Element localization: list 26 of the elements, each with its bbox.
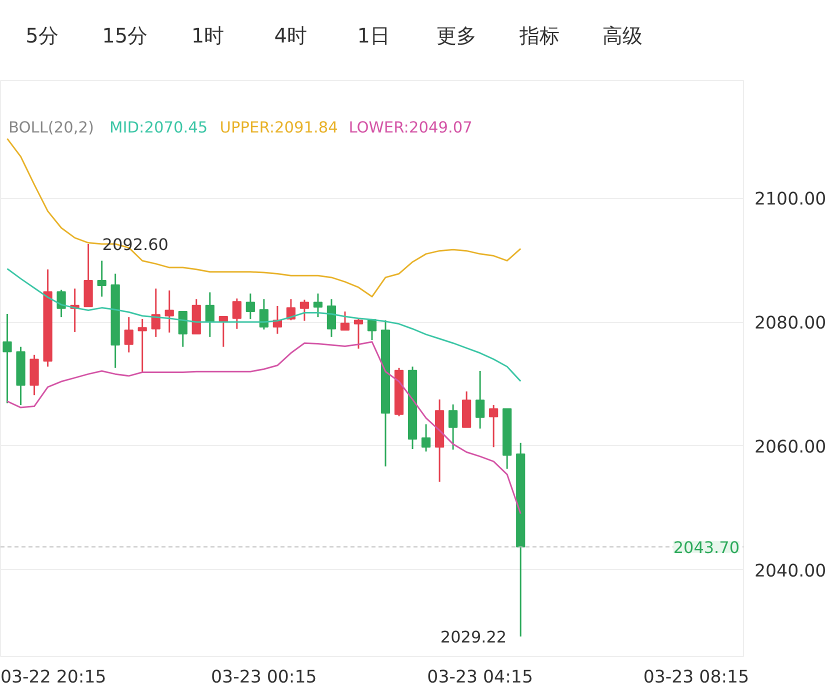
text: MID:2070.45 [110, 118, 208, 136]
text: 4时 [274, 24, 308, 48]
line-series [6, 341, 522, 514]
line-series [6, 268, 522, 382]
line-series [6, 138, 522, 298]
text: UPPER:2091.84 [220, 118, 338, 136]
text: 更多 [436, 24, 476, 48]
text: LOWER:2049.07 [348, 118, 472, 136]
text: 15分 [102, 24, 148, 48]
text: 指标 [518, 24, 560, 48]
x-tick-label: 03-22 20:15 [0, 668, 106, 688]
text: 5分 [26, 24, 58, 48]
text: 1日 [357, 24, 390, 48]
annotation: 2092.60 [102, 235, 168, 254]
y-tick-label: 2080.00 [754, 314, 826, 334]
x-tick-label: 03-23 00:15 [211, 668, 317, 688]
annotation: 2029.22 [440, 628, 507, 647]
legend-title: BOLL(20,2) [8, 118, 94, 136]
ref-line-label: 2043.70 [673, 538, 740, 557]
x-tick-label: 03-23 08:15 [643, 668, 750, 688]
y-tick-label: 2040.00 [754, 561, 826, 582]
y-tick-label: 2060.00 [754, 437, 826, 458]
x-tick-label: 03-23 04:15 [427, 668, 533, 688]
y-tick-label: 2100.00 [754, 190, 826, 210]
text: 1时 [191, 24, 224, 48]
text: 高级 [602, 24, 642, 48]
